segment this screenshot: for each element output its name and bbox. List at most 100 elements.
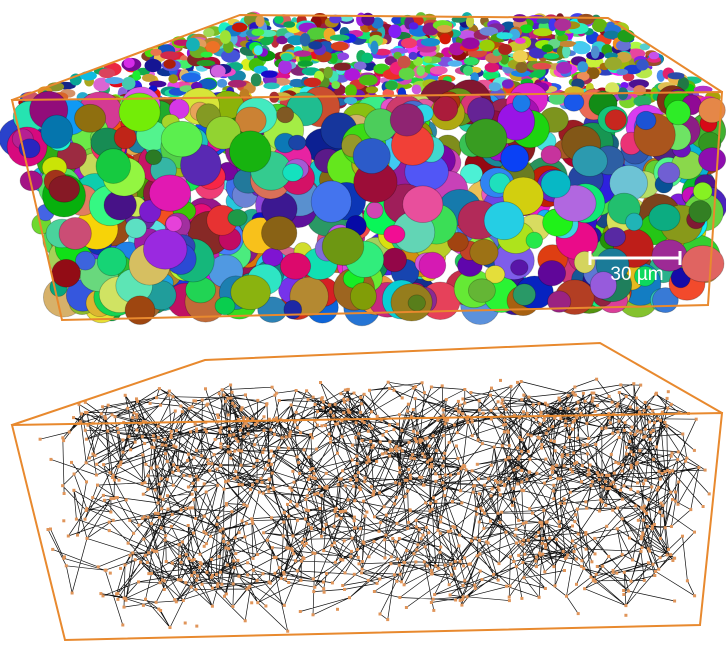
node — [357, 471, 360, 474]
particle — [304, 78, 321, 88]
node — [549, 439, 552, 442]
node — [644, 428, 647, 431]
node — [608, 395, 611, 398]
node — [187, 486, 190, 489]
node — [361, 439, 364, 442]
particle — [574, 251, 595, 273]
node — [671, 469, 674, 472]
node — [572, 451, 575, 454]
node — [463, 556, 466, 559]
node — [320, 535, 323, 538]
node — [461, 398, 464, 401]
node — [401, 396, 404, 399]
node — [354, 527, 357, 530]
node — [393, 502, 396, 505]
node — [99, 592, 102, 595]
node — [521, 561, 524, 564]
node — [300, 579, 303, 582]
node — [406, 490, 409, 493]
node — [459, 404, 462, 407]
node — [358, 486, 361, 489]
node — [233, 450, 236, 453]
node — [385, 430, 388, 433]
node — [355, 479, 358, 482]
particle — [408, 295, 425, 311]
node — [628, 537, 631, 540]
node — [566, 554, 569, 557]
node — [586, 452, 589, 455]
node — [201, 399, 204, 402]
node — [307, 456, 310, 459]
node — [370, 427, 373, 430]
node — [641, 546, 644, 549]
bottom-bounding-box — [12, 343, 722, 640]
node — [205, 491, 208, 494]
node — [270, 516, 273, 519]
node — [267, 464, 270, 467]
node — [118, 479, 121, 482]
node — [166, 494, 169, 497]
node — [275, 417, 278, 420]
node — [625, 453, 628, 456]
node — [454, 599, 457, 602]
node — [563, 446, 566, 449]
node — [332, 414, 335, 417]
particle — [604, 227, 625, 246]
node — [586, 443, 589, 446]
node — [649, 431, 652, 434]
node — [128, 435, 131, 438]
node — [201, 583, 204, 586]
particle — [591, 46, 600, 59]
node — [583, 587, 586, 590]
particle — [229, 131, 271, 172]
node — [434, 500, 437, 503]
particle — [324, 67, 333, 79]
node — [493, 446, 496, 449]
node — [252, 557, 255, 560]
node — [312, 590, 315, 593]
node — [415, 548, 418, 551]
node — [693, 594, 696, 597]
node — [320, 424, 323, 427]
node — [496, 512, 499, 515]
node — [287, 515, 290, 518]
node — [206, 458, 209, 461]
node — [161, 443, 164, 446]
node — [61, 436, 64, 439]
node — [284, 578, 287, 581]
node — [669, 491, 672, 494]
node — [608, 487, 611, 490]
node — [283, 511, 286, 514]
node — [150, 446, 153, 449]
node — [131, 416, 134, 419]
node — [520, 469, 523, 472]
node — [164, 539, 167, 542]
node — [143, 442, 146, 445]
node — [538, 596, 541, 599]
node — [163, 579, 166, 582]
node — [553, 440, 556, 443]
node — [252, 569, 255, 572]
node — [383, 505, 386, 508]
node — [85, 461, 88, 464]
node — [177, 578, 180, 581]
node — [642, 482, 645, 485]
node — [158, 387, 161, 390]
node — [623, 429, 626, 432]
node — [219, 571, 222, 574]
node — [227, 445, 230, 448]
node — [191, 493, 194, 496]
node — [113, 479, 116, 482]
node — [246, 504, 249, 507]
node — [511, 504, 514, 507]
node — [465, 468, 468, 471]
node — [146, 488, 149, 491]
node — [658, 511, 661, 514]
node — [219, 529, 222, 532]
node — [689, 508, 692, 511]
node — [424, 501, 427, 504]
node — [339, 392, 342, 395]
particle — [603, 31, 619, 39]
node — [294, 559, 297, 562]
node — [445, 398, 448, 401]
